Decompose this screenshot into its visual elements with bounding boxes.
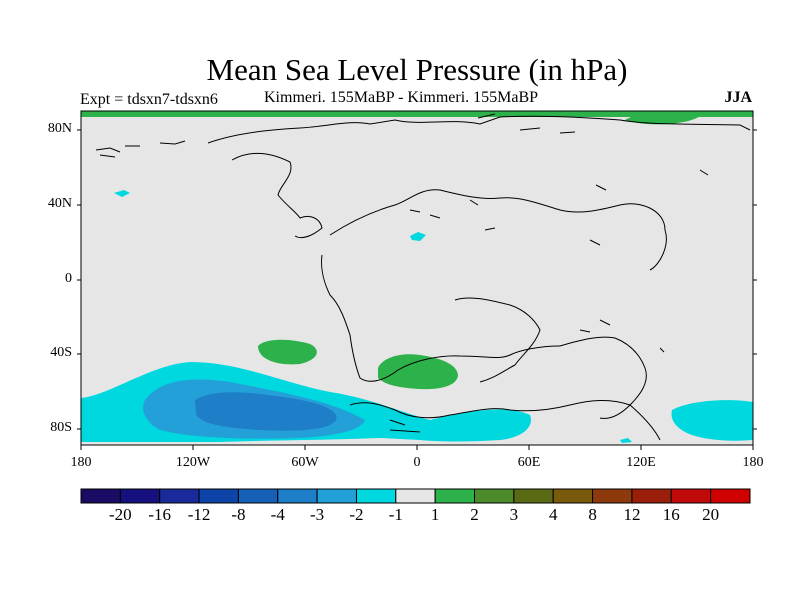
coast-tethys-north xyxy=(329,189,667,271)
colorbar-swatch xyxy=(159,488,200,504)
lat-label-80s: 80S xyxy=(50,420,72,435)
coast-africa xyxy=(454,297,541,383)
anomaly-neg-tethys-spot xyxy=(410,232,426,241)
coast-laurasia-north xyxy=(207,115,751,144)
colorbar-label: -2 xyxy=(349,505,364,524)
colorbar-swatch xyxy=(237,488,279,504)
anomaly-pos-arctic xyxy=(625,111,700,125)
colorbar-label: -16 xyxy=(148,505,172,524)
lat-label-40n: 40N xyxy=(47,196,72,211)
coast-islands-1 xyxy=(95,140,186,158)
colorbar-label: -12 xyxy=(187,505,211,524)
lon-label-180e: 180 xyxy=(742,455,764,470)
lon-label-0: 0 xyxy=(413,455,421,470)
colorbar-label: 1 xyxy=(430,505,440,524)
anomaly-neg-pacific-spot xyxy=(114,190,130,197)
lat-label-80n: 80N xyxy=(47,121,72,136)
coast-india-australia xyxy=(559,336,647,419)
colorbar-swatch xyxy=(316,488,357,504)
coast-north-america xyxy=(231,153,323,239)
colorbar-swatch xyxy=(198,488,239,504)
colorbar-swatch xyxy=(592,488,633,504)
colorbar-label: 12 xyxy=(623,505,641,524)
coast-gondwana xyxy=(321,254,561,382)
lon-label-60w: 60W xyxy=(291,455,319,470)
colorbar-label: -3 xyxy=(310,505,325,524)
lat-label-40s: 40S xyxy=(50,345,72,360)
chart-title: Mean Sea Level Pressure (in hPa) xyxy=(206,52,628,87)
experiment-label: Expt = tdsxn7-tdsxn6 xyxy=(80,91,218,108)
colorbar-label: -20 xyxy=(109,505,132,524)
coast-islands-4 xyxy=(389,319,665,433)
anomaly-pos-top-band xyxy=(81,111,753,117)
colorbar-label: 3 xyxy=(509,505,519,524)
coast-antarctica xyxy=(349,400,661,441)
colorbar-label: 4 xyxy=(548,505,558,524)
lon-label-120e: 120E xyxy=(626,455,656,470)
colorbar-swatch xyxy=(670,488,712,504)
colorbar-swatch xyxy=(355,488,397,504)
colorbar-swatch xyxy=(710,488,751,504)
anomaly-pos-south-atlantic xyxy=(378,354,458,390)
colorbar-label: 20 xyxy=(702,505,720,524)
season-label: JJA xyxy=(724,89,752,106)
coastlines xyxy=(95,113,751,441)
anomaly-neg3-south-pacific xyxy=(195,392,337,431)
anomaly-neg1-indian-ocean xyxy=(671,400,753,441)
colorbar-label: -1 xyxy=(388,505,403,524)
colorbar-swatch xyxy=(513,488,554,504)
coast-islands-2 xyxy=(477,113,709,191)
coast-islands-3 xyxy=(409,199,601,246)
colorbar-swatch xyxy=(80,488,121,504)
colorbar-swatch xyxy=(631,488,672,504)
colorbar-swatch xyxy=(277,488,318,504)
colorbar-swatch xyxy=(395,488,436,504)
colorbar-label: -8 xyxy=(231,505,246,524)
colorbar-label: 16 xyxy=(662,505,680,524)
anomaly-neg1-small xyxy=(620,438,632,443)
colorbar-label: -4 xyxy=(270,505,285,524)
colorbar-label: 8 xyxy=(588,505,597,524)
lat-ticks xyxy=(77,129,757,430)
anomaly-pos-south-pacific xyxy=(258,339,317,365)
lon-label-60e: 60E xyxy=(517,455,541,470)
colorbar-swatch xyxy=(434,488,476,504)
colorbar-swatch xyxy=(474,488,515,504)
colorbar-swatch xyxy=(552,488,594,504)
colorbar-swatch xyxy=(119,488,161,504)
comparison-label: Kimmeri. 155MaBP - Kimmeri. 155MaBP xyxy=(264,89,539,106)
colorbar-label: 2 xyxy=(470,505,479,524)
lon-ticks xyxy=(80,445,754,450)
lon-label-120w: 120W xyxy=(175,455,211,470)
lat-label-0: 0 xyxy=(65,271,72,286)
colorbar xyxy=(80,488,751,504)
lon-label-180w: 180 xyxy=(70,455,92,470)
